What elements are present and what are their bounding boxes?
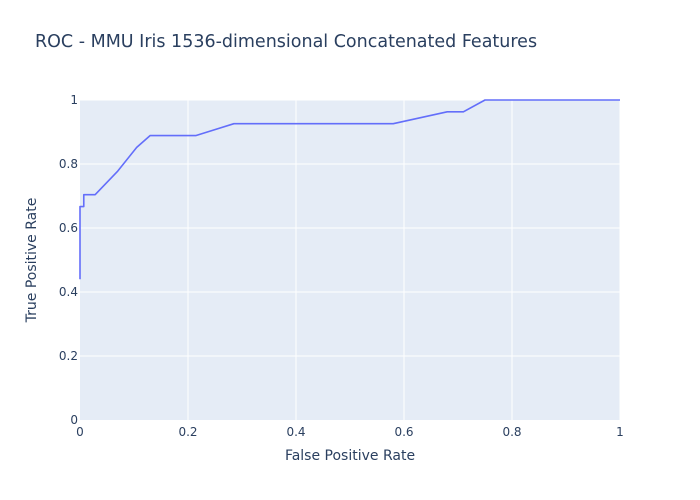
y-tick-labels: 0 0.2 0.4 0.6 0.8 1 <box>59 93 78 427</box>
plot-background <box>80 100 620 420</box>
y-tick-label-1: 0.2 <box>59 349 78 363</box>
roc-curve-line-0 <box>79 99 620 280</box>
y-axis-title: True Positive Rate <box>24 198 40 324</box>
y-tick-label-5: 1 <box>70 93 78 107</box>
x-axis-title: False Positive Rate <box>285 448 415 464</box>
x-tick-labels: 0 0.2 0.4 0.6 0.8 1 <box>76 425 624 439</box>
x-tick-label-0: 0 <box>76 425 84 439</box>
x-tick-label-3: 0.6 <box>394 425 413 439</box>
chart-title: ROC - MMU Iris 1536-dimensional Concaten… <box>35 32 538 52</box>
y-tick-label-4: 0.8 <box>59 157 78 171</box>
grid-lines <box>80 99 621 420</box>
x-tick-label-4: 0.8 <box>502 425 521 439</box>
x-tick-label-1: 0.2 <box>178 425 197 439</box>
y-tick-label-3: 0.6 <box>59 221 78 235</box>
series-group <box>79 99 620 280</box>
x-tick-label-5: 1 <box>616 425 624 439</box>
y-tick-label-0: 0 <box>70 413 78 427</box>
y-tick-label-2: 0.4 <box>59 285 78 299</box>
x-tick-label-2: 0.4 <box>286 425 305 439</box>
